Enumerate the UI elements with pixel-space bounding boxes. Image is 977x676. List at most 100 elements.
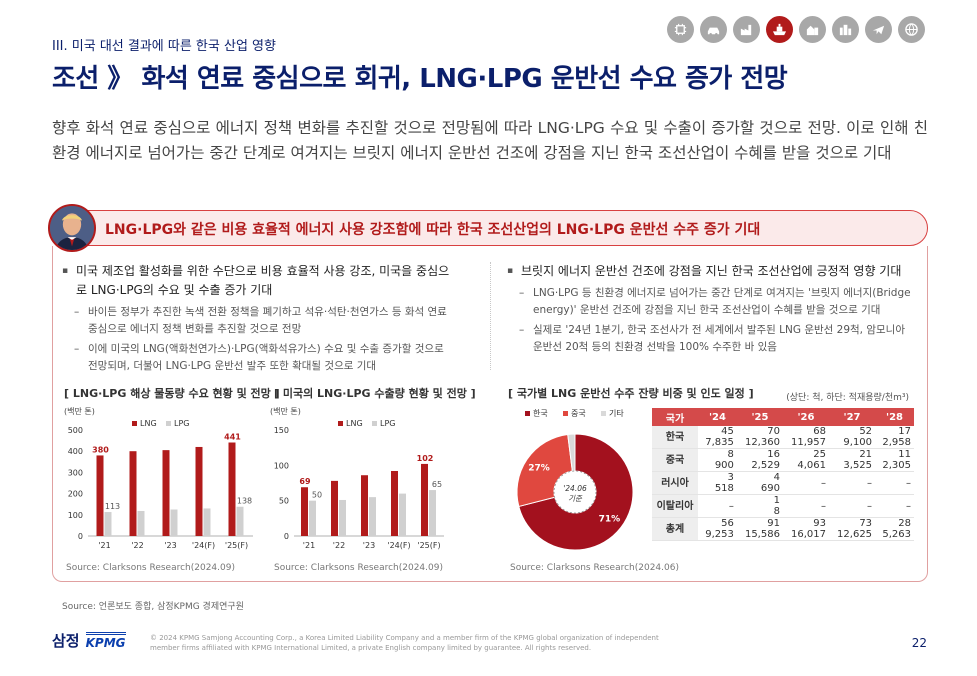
lng-lpg-demand-chart: (백만 톤) LNG LPG 0 100 200 300 400 500 '21 '22 '23 '24… bbox=[64, 406, 253, 550]
x-tick-label: '21 bbox=[98, 541, 110, 550]
legend-swatch bbox=[132, 421, 137, 426]
bar-lng bbox=[331, 480, 338, 536]
y-tick-label: 200 bbox=[68, 490, 83, 499]
page-number: 22 bbox=[911, 636, 927, 650]
legend-label: LPG bbox=[380, 419, 395, 428]
buildings-icon[interactable] bbox=[799, 16, 826, 43]
data-label-lpg: 50 bbox=[312, 491, 322, 500]
y-tick-label: 300 bbox=[68, 468, 83, 477]
table-cell: 68 11,957 bbox=[782, 426, 829, 449]
ship-icon[interactable] bbox=[766, 16, 793, 43]
bar-lpg bbox=[339, 499, 346, 536]
pie-label: 27% bbox=[528, 464, 550, 474]
legal-notice: © 2024 KPMG Samjong Accounting Corp., a … bbox=[150, 634, 659, 652]
bar-lpg bbox=[104, 512, 112, 536]
legend-label: LPG bbox=[174, 419, 189, 428]
table-cell: – bbox=[875, 494, 914, 518]
table-cell: 28 5,263 bbox=[875, 517, 914, 541]
bar-lng bbox=[96, 455, 104, 536]
lead-paragraph: 향후 화석 연료 중심으로 에너지 정책 변화를 추진할 것으로 전망됨에 따라… bbox=[52, 119, 928, 162]
x-tick-label: '24(F) bbox=[387, 541, 410, 550]
chart3-title: [ 국가별 LNG 운반선 수주 잔량 비중 및 인도 일정 ] bbox=[508, 387, 754, 400]
page-title: 조선 》 화석 연료 중심으로 회귀, LNG·LPG 운반선 수요 증가 전망 bbox=[52, 64, 788, 94]
table-cell: – bbox=[875, 471, 914, 495]
legend-label: LNG bbox=[346, 419, 363, 428]
city-icon[interactable] bbox=[832, 16, 859, 43]
y-tick-label: 400 bbox=[68, 447, 83, 456]
table-cell: 25 4,061 bbox=[782, 448, 829, 472]
legend-label: 기타 bbox=[609, 409, 624, 418]
x-tick-label: '25(F) bbox=[417, 541, 440, 550]
legend-swatch bbox=[338, 421, 343, 426]
x-tick-label: '23 bbox=[164, 541, 176, 550]
x-tick-label: '25(F) bbox=[225, 541, 248, 550]
chip-icon[interactable] bbox=[667, 16, 694, 43]
left-bullet: 미국 제조업 활성화를 위한 수단으로 비용 효율적 사용 강조, 미국을 중심… bbox=[62, 262, 452, 300]
data-label-lng: 380 bbox=[92, 445, 109, 454]
row-label: 총계 bbox=[652, 517, 698, 541]
right-column: 브릿지 에너지 운반선 건조에 강점을 지닌 한국 조선산업에 긍정적 영향 기… bbox=[507, 262, 917, 359]
bar-lng bbox=[361, 475, 368, 536]
legend-label: 한국 bbox=[533, 409, 548, 418]
table-cell: – bbox=[698, 494, 737, 518]
section-label: III. 미국 대선 결과에 따른 한국 산업 영향 bbox=[52, 39, 276, 54]
column-divider bbox=[490, 262, 491, 370]
pie-center-label: '24.06 bbox=[563, 484, 587, 493]
y-tick-label: 100 bbox=[68, 511, 83, 520]
legend-swatch bbox=[601, 411, 606, 416]
page-source: Source: 언론보도 종합, 삼정KPMG 경제연구원 bbox=[62, 602, 244, 612]
bar-lpg bbox=[236, 506, 244, 536]
data-label-lpg: 65 bbox=[432, 480, 442, 489]
data-label-lng: 441 bbox=[224, 433, 241, 442]
chart2-source: Source: Clarksons Research(2024.09) bbox=[274, 563, 443, 573]
factory-icon[interactable] bbox=[733, 16, 760, 43]
bar-lpg bbox=[170, 509, 178, 536]
bar-lng bbox=[162, 450, 170, 536]
table-cell: 70 12,360 bbox=[736, 426, 783, 449]
company-logo: 삼정 KPMG bbox=[52, 630, 126, 651]
bar-lng bbox=[129, 451, 137, 536]
data-label-lpg: 113 bbox=[105, 502, 120, 511]
table-cell: 3 518 bbox=[698, 471, 737, 495]
table-cell: 45 7,835 bbox=[698, 426, 737, 449]
table-row: 이탈리아 –1 8– – – bbox=[652, 494, 914, 518]
bar-lpg bbox=[137, 510, 145, 536]
table-header: '24 bbox=[698, 408, 737, 426]
logo-kpmg: KPMG bbox=[85, 631, 126, 650]
chart2-title: [ 미국의 LNG·LPG 수출량 현황 및 전망 ] bbox=[274, 387, 476, 400]
bar-lpg bbox=[369, 497, 376, 536]
table-header-row: 국가 '24 '25 '26 '27 '28 bbox=[652, 408, 914, 426]
table-cell: 4 690 bbox=[736, 471, 783, 495]
table-cell: – bbox=[829, 471, 876, 495]
data-label-lng: 69 bbox=[299, 477, 311, 486]
legend-label: 중국 bbox=[571, 409, 586, 418]
table-cell: 56 9,253 bbox=[698, 517, 737, 541]
x-tick-label: '24(F) bbox=[192, 541, 215, 550]
legend-swatch bbox=[525, 411, 530, 416]
table-row: 중국 8 900 16 2,529 25 4,061 21 3,525 11 2,305 bbox=[652, 448, 914, 472]
y-tick-label: 50 bbox=[279, 497, 289, 506]
bar-lpg bbox=[429, 490, 436, 536]
car-icon[interactable] bbox=[700, 16, 727, 43]
legend-swatch bbox=[166, 421, 171, 426]
data-label-lng: 102 bbox=[417, 454, 434, 463]
table-header: '25 bbox=[736, 408, 783, 426]
x-tick-label: '22 bbox=[333, 541, 345, 550]
y-tick-label: 100 bbox=[274, 461, 289, 470]
table-cell: 52 9,100 bbox=[829, 426, 876, 449]
table-header: '27 bbox=[829, 408, 876, 426]
legend-swatch bbox=[372, 421, 377, 426]
us-export-chart: (백만 톤) LNG LPG 0 50 100 150 '21 '22 '23 '24(F) '25(… bbox=[270, 406, 444, 550]
table-cell: 21 3,525 bbox=[829, 448, 876, 472]
table-cell: 17 2,958 bbox=[875, 426, 914, 449]
table-cell: 73 12,625 bbox=[829, 517, 876, 541]
highlight-banner: LNG·LPG와 같은 비용 효율적 에너지 사용 강조함에 따라 한국 조선산… bbox=[52, 210, 928, 246]
right-sub-1: LNG·LPG 등 친환경 에너지로 넘어가는 중간 단계로 여겨지는 '브릿지… bbox=[507, 285, 917, 319]
chart1-title: [ LNG·LPG 해상 물동량 수요 현황 및 전망 ] bbox=[64, 387, 280, 400]
globe-icon[interactable] bbox=[898, 16, 925, 43]
plane-icon[interactable] bbox=[865, 16, 892, 43]
bar-lng bbox=[391, 470, 398, 536]
table-header: '26 bbox=[782, 408, 829, 426]
